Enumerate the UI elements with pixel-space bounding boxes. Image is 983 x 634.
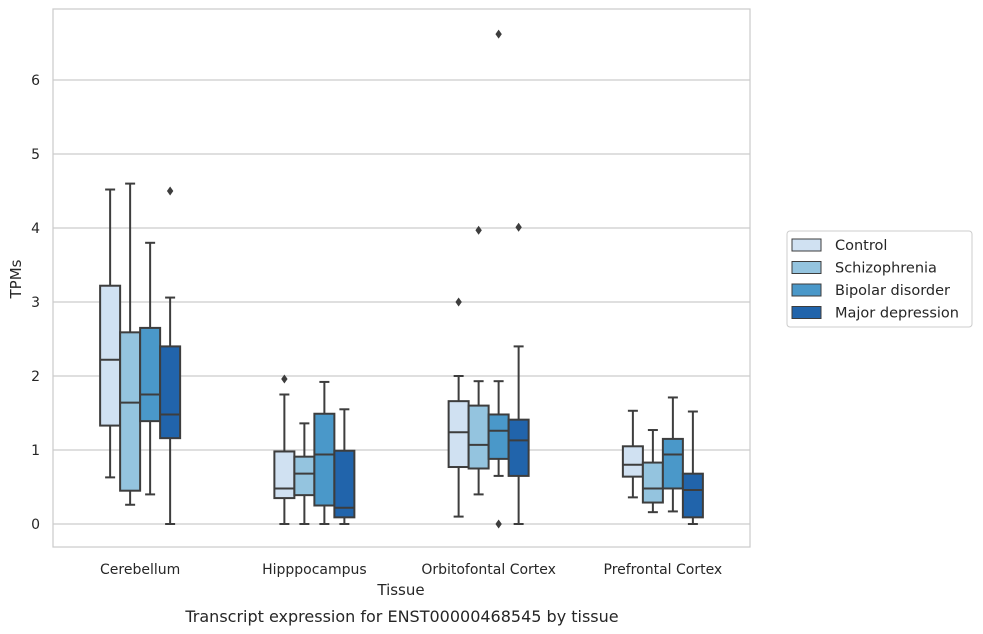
legend-label: Schizophrenia [835,261,937,277]
box-major-depression [159,186,182,525]
box-iqr [293,455,316,497]
legend-swatch [791,306,822,319]
outlier-point [495,29,502,39]
box-bipolar-disorder [313,380,336,525]
box-iqr [159,345,182,440]
y-axis-label: TPMs [7,259,25,299]
y-tick-label: 2 [31,369,40,385]
box-iqr [467,404,490,470]
box-iqr [641,461,664,504]
outlier-point [515,222,522,232]
chart-caption: Transcript expression for ENST0000046854… [184,607,618,626]
x-tick-label: Hipppocampus [262,562,367,578]
legend-swatch [791,283,822,297]
box-iqr [333,449,356,519]
y-tick-label: 5 [31,147,40,163]
x-tick-label: Cerebellum [100,562,180,578]
outlier-point [495,519,502,529]
y-tick-label: 4 [31,221,40,237]
y-axis-ticks: 0 1 2 3 4 5 6 [31,73,40,533]
box-bipolar-disorder [139,241,162,496]
box-schizophrenia [119,182,142,506]
legend-swatch [791,261,822,274]
box-iqr [507,418,530,477]
x-tick-label: Prefrontal Cortex [604,562,723,578]
legend-label: Bipolar disorder [835,283,950,299]
box-schizophrenia [467,225,490,496]
box-iqr [621,445,644,478]
box-series [99,29,704,529]
outlier-point [475,225,482,235]
x-tick-label: Orbitofontal Cortex [421,562,556,578]
box-iqr [661,437,684,490]
box-major-depression [681,410,704,525]
box-iqr [139,326,162,423]
box-bipolar-disorder [487,29,510,529]
box-bipolar-disorder [661,396,684,513]
outlier-point [455,297,462,307]
box-iqr [681,472,704,519]
box-iqr [99,284,122,427]
legend-label: Major depression [835,306,959,322]
plot-frame [52,8,751,548]
box-iqr [119,331,142,492]
box-control [621,409,644,499]
legend-swatch [791,238,822,252]
x-axis-ticks: Cerebellum Hipppocampus Orbitofontal Corte… [100,562,722,578]
box-control [447,297,470,518]
y-tick-label: 0 [31,517,40,533]
outlier-point [281,374,288,384]
x-axis-label: Tissue [376,581,424,599]
y-tick-label: 3 [31,295,40,311]
box-major-depression [507,222,530,525]
box-iqr [273,450,296,500]
box-iqr [313,412,336,507]
legend-label: Control [835,238,887,254]
box-control [99,188,122,479]
legend-frame [786,230,973,328]
box-major-depression [333,408,356,525]
y-tick-label: 1 [31,443,40,459]
y-tick-label: 6 [31,73,40,89]
outlier-point [166,186,174,196]
legend: Control Schizophrenia Bipolar disorder Majo… [786,230,973,328]
box-iqr [447,400,470,469]
box-iqr [487,413,510,460]
